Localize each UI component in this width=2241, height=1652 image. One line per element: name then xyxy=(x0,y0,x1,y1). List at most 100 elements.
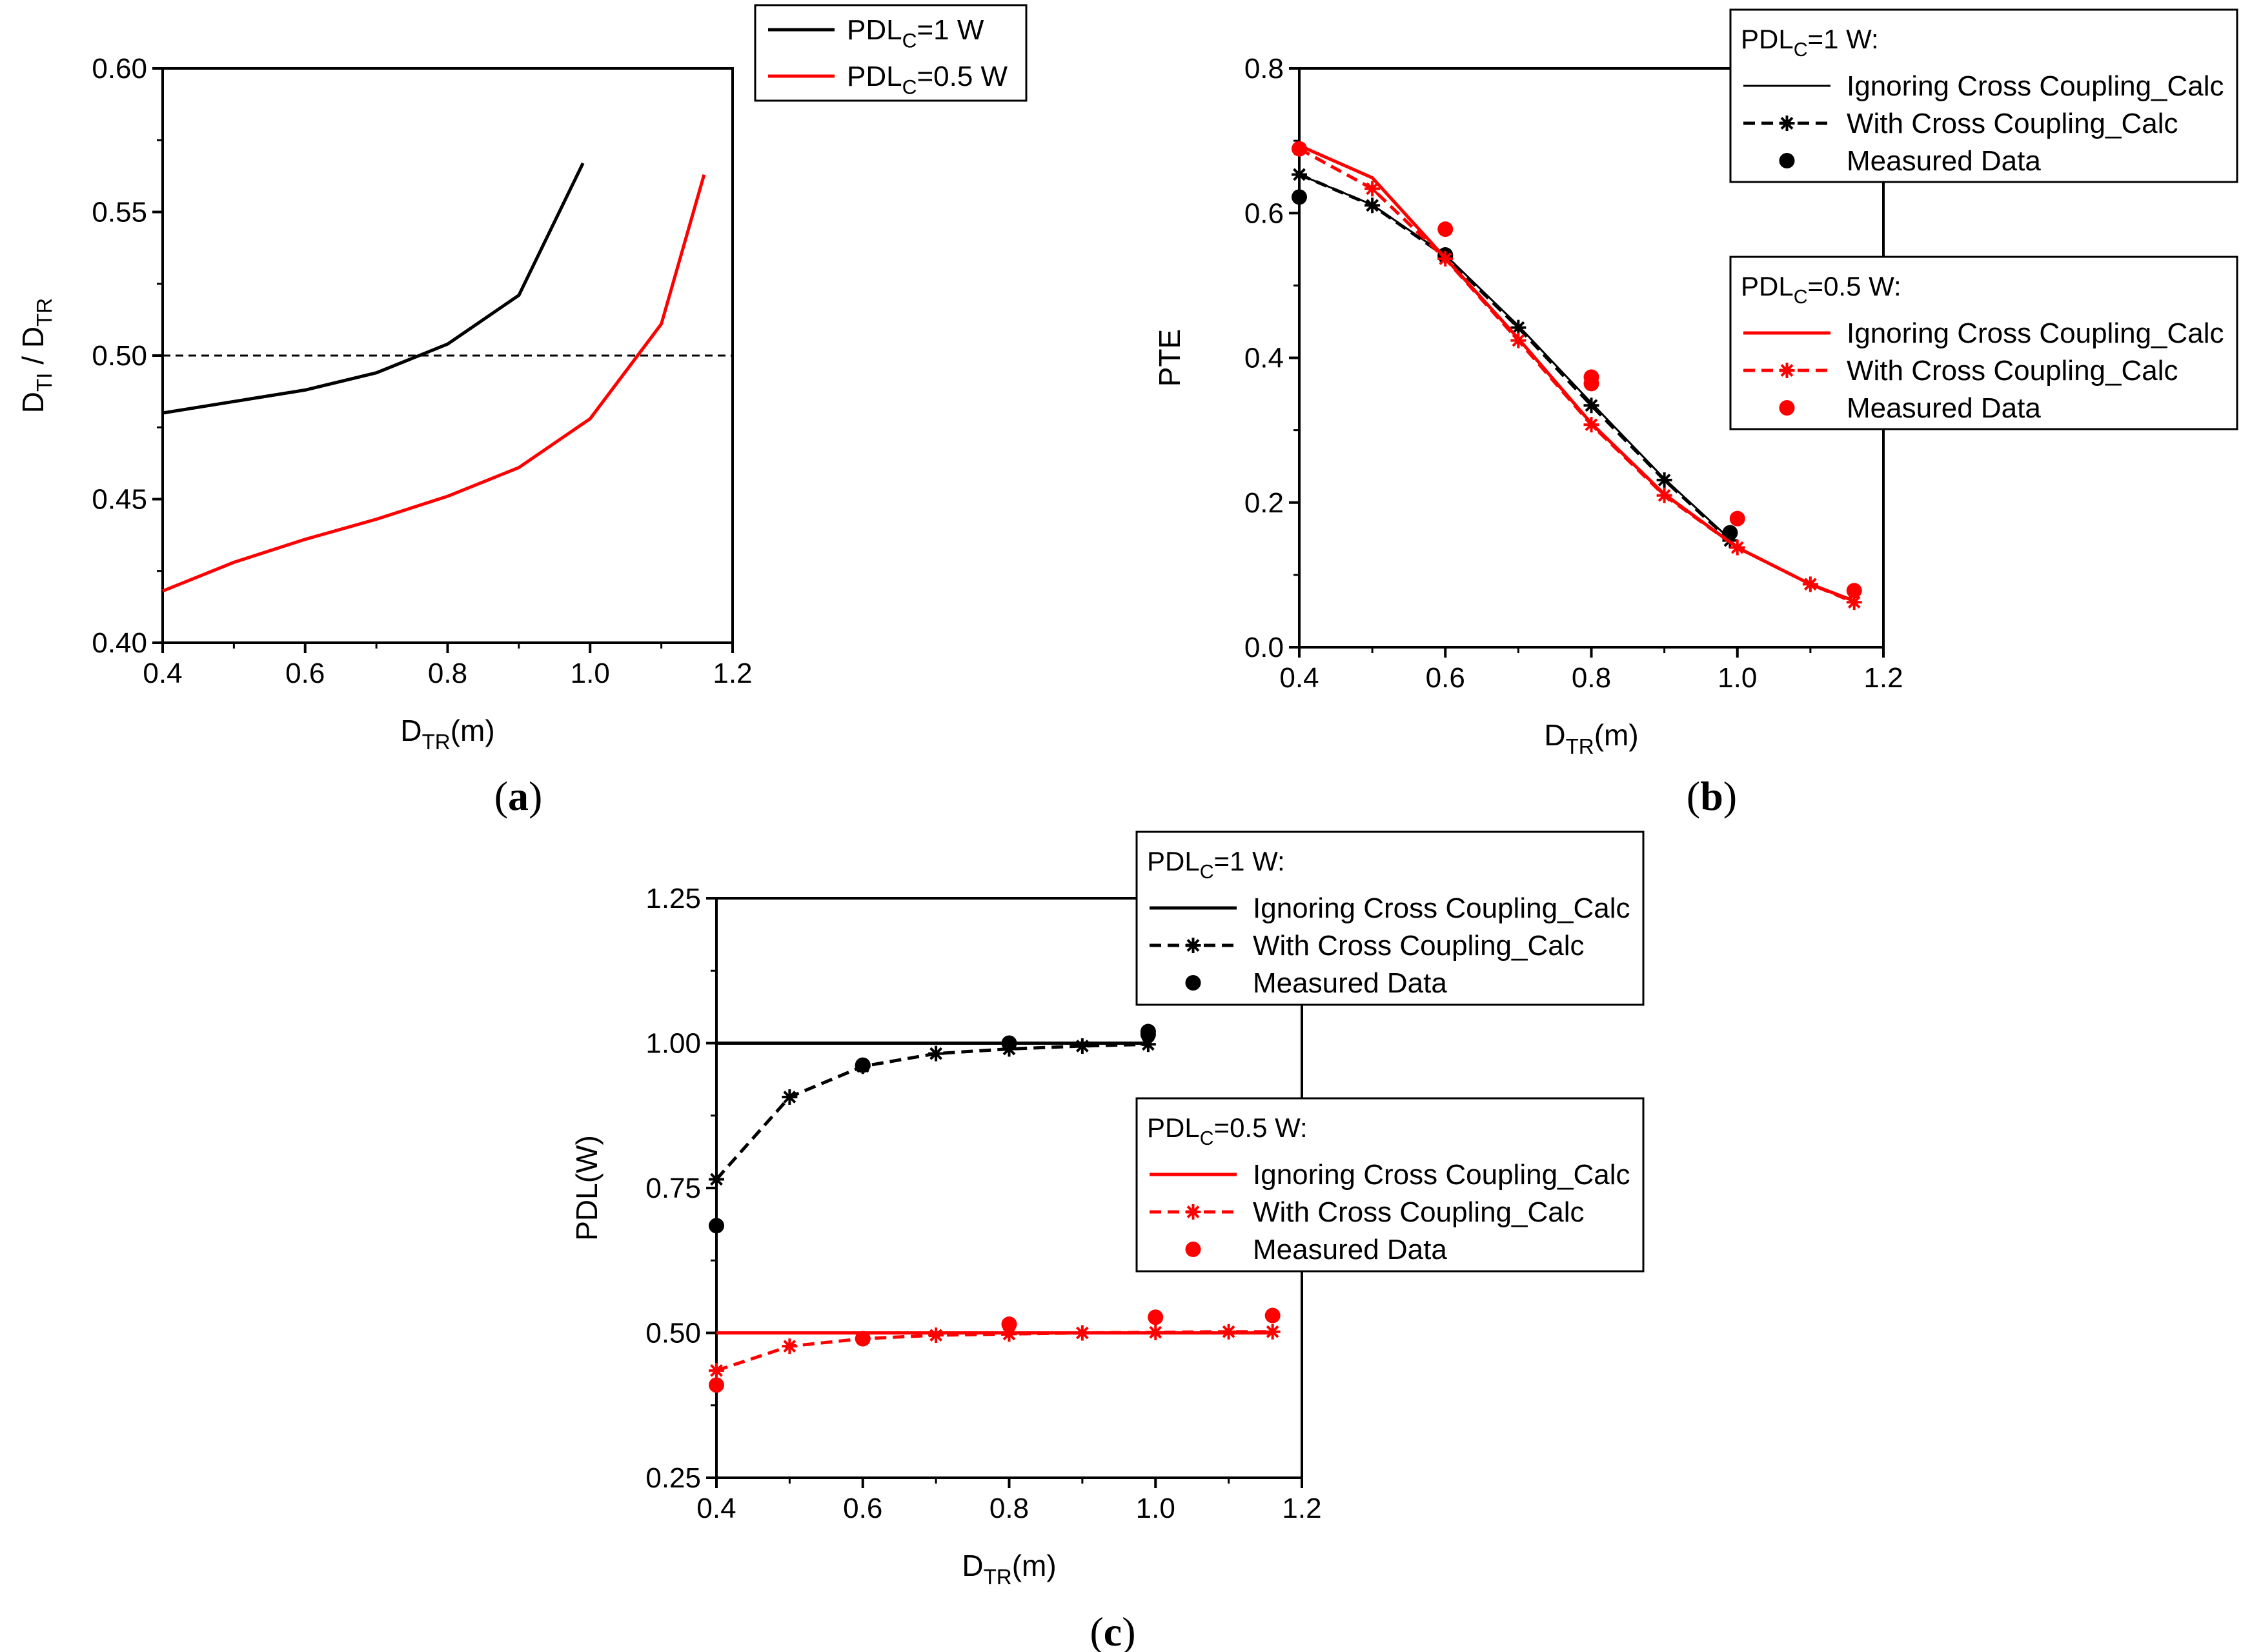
panel-label-a: (a) xyxy=(494,773,543,819)
legend-star-marker xyxy=(1779,363,1795,378)
y-tick-label: 0.2 xyxy=(1244,487,1284,519)
data-point xyxy=(1729,539,1745,556)
data-point xyxy=(1437,221,1454,237)
legend-dot-marker xyxy=(1779,400,1795,416)
panel-label-paren: ) xyxy=(1122,1609,1135,1652)
data-point xyxy=(1437,251,1454,267)
panel-label-c: (c) xyxy=(1090,1609,1135,1652)
legend-title: PDLC=1 W: xyxy=(1741,24,1879,61)
series xyxy=(162,162,585,415)
text-part: D xyxy=(1544,718,1565,752)
series-line xyxy=(162,162,585,415)
y-tick-label: 0.45 xyxy=(92,484,147,516)
data-point xyxy=(1846,583,1862,599)
legend-label: Ignoring Cross Coupling_Calc xyxy=(1847,70,2224,102)
subscript: TI xyxy=(33,373,57,392)
data-point xyxy=(1001,1035,1017,1051)
y-axis-label-group: DTI / DTR xyxy=(16,298,57,413)
data-point xyxy=(1583,417,1599,433)
x-tick-label: 0.8 xyxy=(428,658,467,689)
data-point xyxy=(1802,576,1818,592)
data-point xyxy=(1729,510,1745,527)
data-point xyxy=(782,1338,798,1355)
y-tick-label: 1.25 xyxy=(645,883,701,914)
subscript: TR xyxy=(422,730,451,754)
subscript: C xyxy=(902,75,917,98)
text-part: PDL xyxy=(1741,271,1794,301)
legend-label: PDLC=1 W xyxy=(847,14,984,52)
text-part: (m) xyxy=(451,714,495,747)
data-point xyxy=(1364,181,1381,197)
text-part: PDL xyxy=(847,14,902,46)
panel-label-paren: ) xyxy=(529,773,542,819)
x-axis-label: DTR(m) xyxy=(400,714,494,754)
legend-star-marker xyxy=(1185,1204,1201,1220)
text-part: PDL xyxy=(1147,846,1200,876)
data-point xyxy=(1583,376,1599,392)
data-point xyxy=(1264,1324,1281,1340)
legend-star-marker xyxy=(1779,116,1795,131)
data-point xyxy=(709,1362,724,1378)
x-tick-label: 0.6 xyxy=(285,658,325,689)
text-part: =0.5 W xyxy=(917,61,1008,92)
data-point xyxy=(1001,1326,1017,1342)
series-line xyxy=(715,1042,1148,1181)
legend-label: With Cross Coupling_Calc xyxy=(1253,1196,1585,1228)
x-tick-label: 1.2 xyxy=(713,658,752,689)
text-part: =1 W: xyxy=(1808,24,1879,54)
y-tick-label: 0.6 xyxy=(1244,197,1284,229)
data-point xyxy=(1846,594,1862,610)
legend-box xyxy=(1135,1097,1645,1273)
legend-label: With Cross Coupling_Calc xyxy=(1253,930,1585,962)
data-point xyxy=(1140,1027,1156,1043)
data-point xyxy=(1292,189,1307,205)
legend-dot-marker xyxy=(1185,1242,1201,1257)
legend-label: Measured Data xyxy=(1253,967,1447,999)
data-point xyxy=(709,1171,724,1187)
subscript: TR xyxy=(33,298,57,327)
text-part: D xyxy=(16,392,50,413)
x-axis-label: DTR(m) xyxy=(1544,718,1638,759)
data-point xyxy=(855,1331,871,1347)
data-point xyxy=(855,1057,871,1073)
data-point xyxy=(1722,525,1738,541)
text-part: =0.5 W: xyxy=(1214,1113,1308,1143)
text-part: D xyxy=(400,714,421,747)
data-point xyxy=(1148,1324,1164,1340)
y-tick-label: 0.75 xyxy=(645,1173,701,1204)
x-tick-label: 1.0 xyxy=(1718,662,1757,694)
legend-star-marker xyxy=(1185,938,1201,953)
data-point xyxy=(1656,487,1672,503)
text-part: D xyxy=(962,1549,983,1582)
text-part: (m) xyxy=(1012,1549,1057,1582)
panel-label-b: (b) xyxy=(1687,773,1737,819)
series xyxy=(1292,141,1862,599)
x-tick-label: 0.8 xyxy=(989,1493,1029,1524)
legend-dot-marker xyxy=(1185,975,1201,991)
legend-label: Measured Data xyxy=(1847,392,2041,424)
panel-label-paren: ( xyxy=(494,773,508,819)
panel-label-letter: a xyxy=(508,773,529,819)
subscript: C xyxy=(1794,287,1808,308)
subscript: C xyxy=(1200,1128,1214,1149)
legend-label: Ignoring Cross Coupling_Calc xyxy=(1253,1159,1630,1191)
data-point xyxy=(1292,141,1307,157)
legend-label: PDLC=0.5 W xyxy=(847,61,1008,98)
data-point xyxy=(1140,1036,1156,1053)
legend-box xyxy=(754,4,1028,102)
text-part: PDL xyxy=(1147,1113,1200,1143)
data-point xyxy=(782,1089,798,1105)
legend-title: PDLC=1 W: xyxy=(1147,846,1285,883)
y-axis-label: PDL(W) xyxy=(570,1135,603,1241)
legend-label: With Cross Coupling_Calc xyxy=(1847,355,2178,387)
data-point xyxy=(928,1045,944,1062)
x-tick-label: 1.0 xyxy=(571,658,610,689)
text-part: =1 W xyxy=(917,14,984,46)
data-point xyxy=(1221,1324,1237,1340)
legend-group: PDLC=0.5 W: Ignoring Cross Coupling_Calc W… xyxy=(1135,1097,1645,1273)
x-tick-label: 1.0 xyxy=(1136,1493,1175,1524)
legend-label: Measured Data xyxy=(1847,145,2041,177)
text-part: PDL xyxy=(847,61,902,92)
